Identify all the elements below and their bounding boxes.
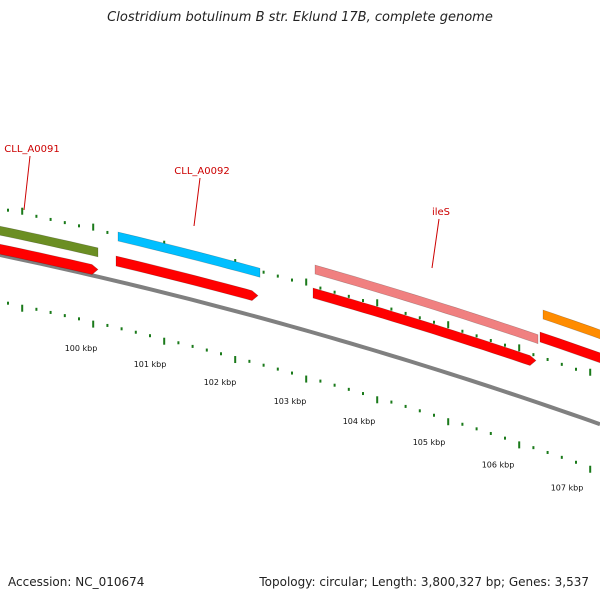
- genome-backbone: [0, 253, 600, 427]
- tick-label: 105 kbp: [413, 438, 446, 447]
- tick-label: 103 kbp: [274, 397, 307, 406]
- cds-feature-2[interactable]: [115, 255, 259, 301]
- accession-text: Accession: NC_010674: [8, 575, 145, 589]
- tick-label: 107 kbp: [551, 484, 584, 493]
- tick-labels: 100 kbp 101 kbp 102 kbp 103 kbp 104 kbp 105 k…: [65, 344, 584, 493]
- backbone-line: [0, 253, 600, 427]
- gene-label-leader: [23, 155, 31, 211]
- cds-feature-4[interactable]: [539, 331, 600, 370]
- gene-feature-cll_a0091[interactable]: [0, 222, 99, 258]
- gene-labels: CLL_A0091 CLL_A0092 ileS: [4, 144, 450, 269]
- gene-label-iles: ileS: [432, 207, 450, 218]
- tick-label: 106 kbp: [482, 460, 515, 469]
- map-title: Clostridium botulinum B str. Eklund 17B,…: [107, 10, 493, 25]
- tick-label: 101 kbp: [134, 360, 167, 369]
- tick-label: 100 kbp: [65, 344, 98, 353]
- gene-label-cll_a0091: CLL_A0091: [4, 144, 59, 155]
- gene-feature-cll_a0092[interactable]: [117, 231, 261, 278]
- genome-summary: Topology: circular; Length: 3,800,327 bp…: [259, 575, 589, 589]
- tick-label: 102 kbp: [204, 378, 237, 387]
- cds-feature-3[interactable]: [312, 287, 537, 366]
- cds-features[interactable]: [0, 240, 600, 370]
- gene-label-leader: [431, 218, 440, 269]
- tick-label: 104 kbp: [343, 417, 376, 426]
- gene-label-cll_a0092: CLL_A0092: [174, 166, 229, 177]
- cds-feature-1[interactable]: [0, 240, 99, 275]
- gene-feature-unlabeled[interactable]: [542, 309, 600, 346]
- gene-features[interactable]: [0, 222, 600, 346]
- gene-label-leader: [193, 177, 201, 227]
- gene-feature-iles[interactable]: [314, 264, 539, 345]
- bottom-tick-marks: [7, 301, 592, 473]
